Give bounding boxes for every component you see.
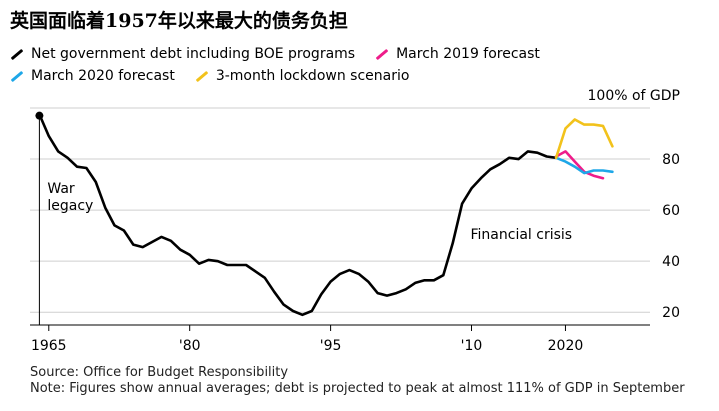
y-tick-label: 40 — [662, 254, 680, 270]
legend-label: 3-month lockdown scenario — [215, 68, 410, 84]
legend-label: Net government debt including BOE progra… — [31, 46, 356, 62]
legend-label: March 2020 forecast — [31, 68, 175, 84]
legend-item: Net government debt including BOE progra… — [10, 46, 355, 62]
y-tick-label: 60 — [662, 203, 680, 219]
annotation-line: legacy — [47, 198, 93, 214]
x-tick-label: 1965 — [31, 338, 67, 354]
series-line — [554, 150, 605, 180]
y-axis-label: 100% of GDP — [588, 88, 681, 104]
annotation-line: War — [47, 181, 75, 197]
source-note: Source: Office for Budget Responsibility — [30, 365, 289, 380]
legend-label: March 2019 forecast — [396, 46, 540, 62]
x-tick-label: '10 — [461, 338, 483, 354]
x-tick-label: '95 — [320, 338, 342, 354]
y-tick-label: 80 — [662, 152, 680, 168]
legend-row: March 2020 forecast 3-month lockdown scen… — [10, 65, 710, 87]
x-tick-label: 2020 — [548, 338, 584, 354]
annotation-war-legacy: War legacy — [47, 181, 93, 214]
x-tick-label: '80 — [179, 338, 201, 354]
war-legacy-dot — [35, 111, 44, 120]
legend: Net government debt including BOE progra… — [10, 43, 710, 87]
legend-item: March 2019 forecast — [375, 46, 540, 62]
series-line — [38, 113, 558, 317]
y-tick-label: 20 — [662, 305, 680, 321]
footnote: Note: Figures show annual averages; debt… — [30, 381, 685, 396]
annotation-financial-crisis: Financial crisis — [471, 227, 573, 243]
chart-title: 英国面临着1957年以来最大的债务负担 — [10, 10, 348, 32]
legend-item: 3-month lockdown scenario — [195, 68, 410, 84]
legend-item: March 2020 forecast — [10, 68, 175, 84]
series-line — [554, 156, 614, 175]
chart: 20 40 60 80 100% of GDP 1965 '80 '95 '10 2020 War l… — [30, 88, 681, 354]
legend-row: Net government debt including BOE progra… — [10, 43, 710, 65]
series-line — [554, 118, 614, 160]
